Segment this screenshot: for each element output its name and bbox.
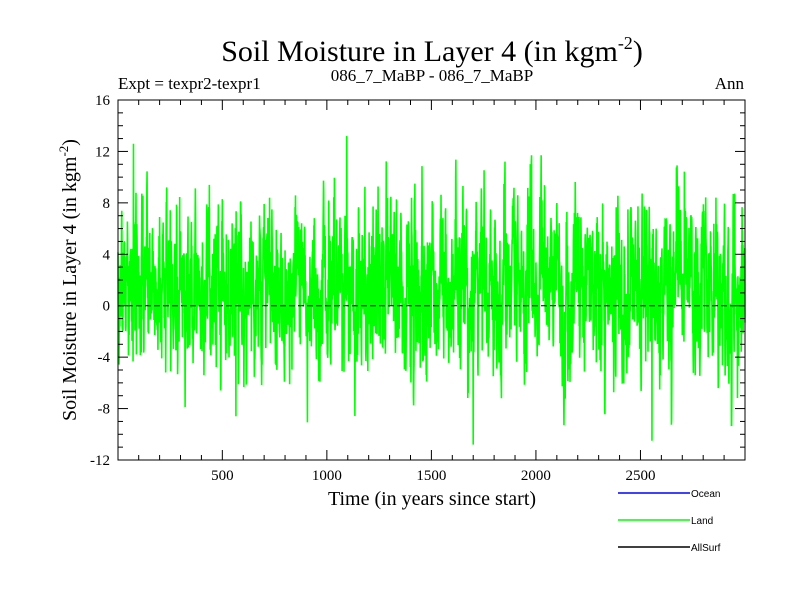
x-tick-label: 2000 — [521, 468, 551, 484]
y-ticks: -12 -8 -4 0 4 8 12 16 — [90, 93, 745, 469]
subtitle-center: 086_7_MaBP - 086_7_MaBP — [331, 66, 533, 85]
subtitle-left: Expt = texpr2-texpr1 — [118, 74, 261, 93]
legend: Ocean Land AllSurf — [618, 489, 721, 554]
legend-label-allsurf: AllSurf — [691, 543, 721, 554]
x-tick-label: 500 — [211, 468, 234, 484]
legend-item-land: Land — [618, 516, 713, 527]
y-tick-label: 8 — [103, 196, 111, 212]
legend-item-allsurf: AllSurf — [618, 543, 721, 554]
legend-label-land: Land — [691, 516, 713, 527]
y-tick-label: -8 — [98, 402, 111, 418]
plot-area: 500 1000 1500 2000 2500 -12 -8 -4 0 4 8 12 16 — [90, 93, 746, 484]
legend-label-ocean: Ocean — [691, 489, 720, 500]
y-axis-label: Soil Moisture in Layer 4 (in kgm-2) — [56, 139, 81, 421]
y-tick-label: 0 — [103, 299, 111, 315]
legend-item-ocean: Ocean — [618, 489, 720, 500]
y-tick-label: -4 — [98, 350, 111, 366]
x-tick-label: 1000 — [312, 468, 342, 484]
y-tick-label: 4 — [103, 247, 111, 263]
series-line-land — [117, 135, 746, 445]
y-tick-label: -12 — [90, 453, 110, 469]
x-ticks: 500 1000 1500 2000 2500 — [138, 100, 725, 484]
chart-title: Soil Moisture in Layer 4 (in kgm-2) — [221, 33, 643, 68]
x-axis-label: Time (in years since start) — [328, 488, 536, 510]
x-tick-label: 2500 — [625, 468, 655, 484]
subtitle-right: Ann — [715, 74, 745, 93]
y-tick-label: 16 — [95, 93, 111, 109]
x-tick-label: 1500 — [416, 468, 446, 484]
series-land — [117, 135, 746, 445]
y-tick-label: 12 — [95, 144, 110, 160]
